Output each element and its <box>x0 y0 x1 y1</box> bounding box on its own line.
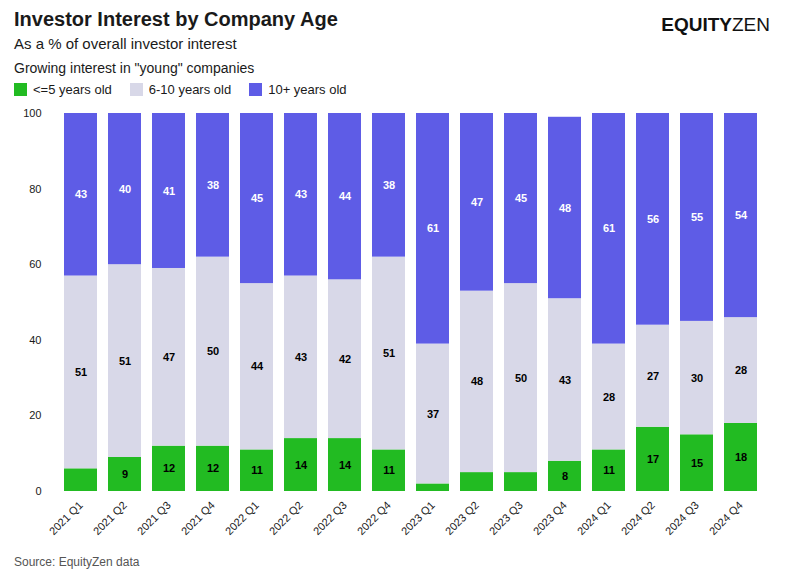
svg-text:12: 12 <box>163 462 175 474</box>
svg-text:15: 15 <box>691 457 703 469</box>
svg-text:2024 Q1: 2024 Q1 <box>575 499 613 537</box>
svg-text:2024 Q3: 2024 Q3 <box>663 499 701 537</box>
svg-text:2022 Q2: 2022 Q2 <box>267 499 305 537</box>
svg-text:51: 51 <box>75 366 87 378</box>
svg-text:2024 Q4: 2024 Q4 <box>707 499 745 537</box>
svg-text:18: 18 <box>735 451 747 463</box>
svg-text:48: 48 <box>559 202 571 214</box>
svg-text:14: 14 <box>339 459 352 471</box>
svg-text:51: 51 <box>119 355 131 367</box>
svg-text:50: 50 <box>515 372 527 384</box>
svg-text:37: 37 <box>427 408 439 420</box>
svg-text:11: 11 <box>603 464 615 476</box>
svg-text:41: 41 <box>163 185 175 197</box>
svg-text:43: 43 <box>295 351 307 363</box>
svg-text:43: 43 <box>559 374 571 386</box>
svg-text:9: 9 <box>122 468 128 480</box>
html-text:Growing interest in "young" co: Growing interest in "young" companies <box>14 60 255 76</box>
svg-text:61: 61 <box>427 222 439 234</box>
svg-text:14: 14 <box>295 459 308 471</box>
svg-text:2021 Q2: 2021 Q2 <box>91 499 129 537</box>
svg-text:56: 56 <box>647 213 659 225</box>
svg-text:2023 Q2: 2023 Q2 <box>443 499 481 537</box>
svg-text:51: 51 <box>383 347 395 359</box>
svg-text:11: 11 <box>383 464 395 476</box>
html-text:<=5 years old: <=5 years old <box>33 82 112 97</box>
svg-text:17: 17 <box>647 453 659 465</box>
svg-text:2024 Q2: 2024 Q2 <box>619 499 657 537</box>
svg-text:38: 38 <box>383 179 395 191</box>
svg-text:2022 Q3: 2022 Q3 <box>311 499 349 537</box>
svg-text:28: 28 <box>603 391 615 403</box>
svg-text:54: 54 <box>735 209 748 221</box>
svg-text:55: 55 <box>691 211 703 223</box>
html-text:Source: EquityZen data: Source: EquityZen data <box>14 555 140 569</box>
svg-text:12: 12 <box>207 462 219 474</box>
svg-text:80: 80 <box>29 183 41 195</box>
svg-text:43: 43 <box>75 188 87 200</box>
html-text:As a % of overall investor int: As a % of overall investor interest <box>14 35 237 52</box>
svg-text:47: 47 <box>471 196 483 208</box>
svg-text:40: 40 <box>29 334 41 346</box>
svg-text:28: 28 <box>735 364 747 376</box>
svg-text:48: 48 <box>471 375 483 387</box>
html-text:EQUITY ZEN: EQUITY ZEN <box>661 14 770 35</box>
svg-text:50: 50 <box>207 345 219 357</box>
svg-text:2021 Q3: 2021 Q3 <box>135 499 173 537</box>
svg-text:0: 0 <box>35 485 41 497</box>
svg-text:43: 43 <box>295 188 307 200</box>
svg-text:11: 11 <box>251 464 263 476</box>
svg-text:44: 44 <box>251 360 264 372</box>
html-text:Investor Interest by Company A: Investor Interest by Company Age <box>14 8 338 30</box>
html-text:10+ years old: 10+ years old <box>268 82 347 97</box>
svg-text:42: 42 <box>339 353 351 365</box>
svg-text:2021 Q4: 2021 Q4 <box>179 499 217 537</box>
html-text:6-10 years old: 6-10 years old <box>148 82 232 97</box>
svg-text:44: 44 <box>339 190 352 202</box>
svg-text:2023 Q3: 2023 Q3 <box>487 499 525 537</box>
svg-text:47: 47 <box>163 351 175 363</box>
svg-text:2022 Q1: 2022 Q1 <box>223 499 261 537</box>
svg-text:61: 61 <box>603 222 615 234</box>
svg-text:2023 Q1: 2023 Q1 <box>399 499 437 537</box>
svg-text:100: 100 <box>23 107 41 119</box>
svg-text:27: 27 <box>647 370 659 382</box>
svg-text:38: 38 <box>207 179 219 191</box>
svg-text:2023 Q4: 2023 Q4 <box>531 499 569 537</box>
svg-text:2021 Q1: 2021 Q1 <box>47 499 85 537</box>
svg-text:30: 30 <box>691 372 703 384</box>
svg-text:45: 45 <box>515 192 527 204</box>
svg-text:45: 45 <box>251 192 263 204</box>
svg-text:8: 8 <box>562 470 568 482</box>
svg-text:40: 40 <box>119 183 131 195</box>
svg-text:20: 20 <box>29 409 41 421</box>
svg-text:2022 Q4: 2022 Q4 <box>355 499 393 537</box>
svg-text:60: 60 <box>29 258 41 270</box>
